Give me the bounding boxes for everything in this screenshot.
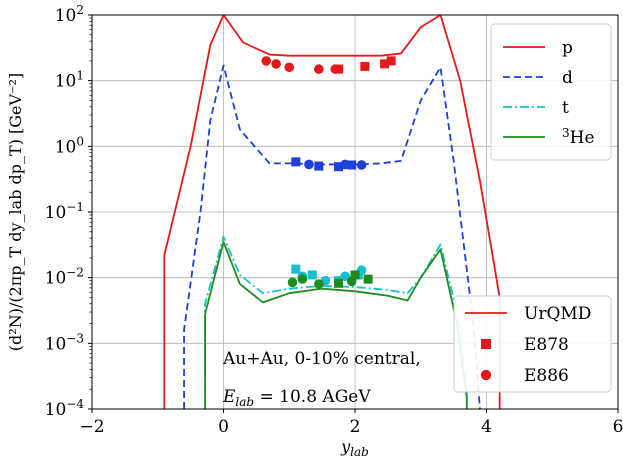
e878-point	[363, 274, 373, 284]
e886-point	[340, 159, 350, 170]
e878-point	[334, 278, 344, 288]
y-tick-label: 10−3	[45, 331, 84, 354]
e886-point	[314, 279, 324, 289]
legend-model-swatch	[480, 369, 492, 381]
urqmd-line	[163, 15, 501, 409]
e886-point	[346, 276, 357, 287]
e878-point	[360, 61, 370, 71]
urqmd-line	[204, 235, 468, 409]
annotation-energy: Elab = 10.8 AGeV	[222, 387, 371, 409]
legend-series-label: 3He	[562, 126, 595, 148]
x-tick-label: 6	[613, 417, 623, 437]
e878-point	[334, 162, 344, 172]
e878-point	[307, 270, 317, 280]
legend-series: pdt 3He	[490, 23, 612, 161]
legend-model: UrQMD E878 E886	[453, 295, 612, 393]
series-1	[183, 64, 481, 409]
e878-point	[350, 270, 360, 280]
e886-point	[356, 160, 367, 170]
annotation-collision: Au+Au, 0-10% central,	[222, 349, 421, 369]
legend-series-label: t	[562, 98, 569, 118]
e878-point	[291, 264, 301, 274]
legend-series-label: p	[562, 38, 573, 58]
legend-series-label: d	[562, 68, 573, 88]
x-tick-label: 2	[350, 417, 361, 437]
e886-point	[314, 64, 324, 74]
y-tick-label: 10−4	[45, 397, 85, 420]
e886-point	[261, 56, 272, 66]
e886-point	[271, 59, 281, 69]
axis-labels: ylab (d²N)/(2πp_T dy_lab dp_T) [GeV⁻²]	[6, 73, 369, 459]
annotations: Au+Au, 0-10% central, Elab = 10.8 AGeV	[222, 349, 421, 409]
y-tick-label: 10−2	[45, 266, 84, 289]
y-axis-label: (d²N)/(2πp_T dy_lab dp_T) [GeV⁻²]	[6, 73, 25, 351]
e886-point	[284, 62, 295, 73]
e878-point	[347, 160, 357, 170]
urqmd-line	[204, 241, 468, 409]
legend-model-label: E886	[524, 366, 569, 386]
e878-point	[386, 56, 396, 66]
legend-model-label: UrQMD	[524, 304, 591, 324]
series-layer	[163, 15, 501, 409]
ticks: −2 0 2 4 6 10−4 10−3 10−2 10−1 100 101 102	[45, 3, 623, 437]
e886-point	[304, 159, 314, 170]
y-tick-label: 102	[55, 3, 84, 26]
legend-model-label: E878	[524, 335, 569, 355]
y-tick-label: 10−1	[45, 200, 84, 223]
y-tick-label: 100	[55, 134, 84, 157]
e878-point	[314, 161, 324, 171]
legend-model-swatch	[481, 339, 491, 349]
x-axis-label: ylab	[340, 437, 369, 459]
legend-model-box	[453, 295, 612, 393]
e886-point	[297, 274, 308, 284]
x-tick-label: 0	[218, 417, 229, 437]
e878-point	[291, 157, 301, 167]
series-0	[163, 15, 501, 409]
e886-point	[340, 271, 350, 282]
legend-series-box	[490, 23, 612, 161]
e886-point	[330, 64, 341, 74]
y-tick-label: 101	[55, 69, 84, 92]
x-tick-label: 4	[481, 417, 492, 437]
x-tick-label: −2	[79, 417, 104, 437]
e886-point	[287, 277, 298, 288]
series-3	[204, 241, 468, 409]
series-2	[204, 235, 468, 409]
e878-point	[380, 59, 390, 69]
